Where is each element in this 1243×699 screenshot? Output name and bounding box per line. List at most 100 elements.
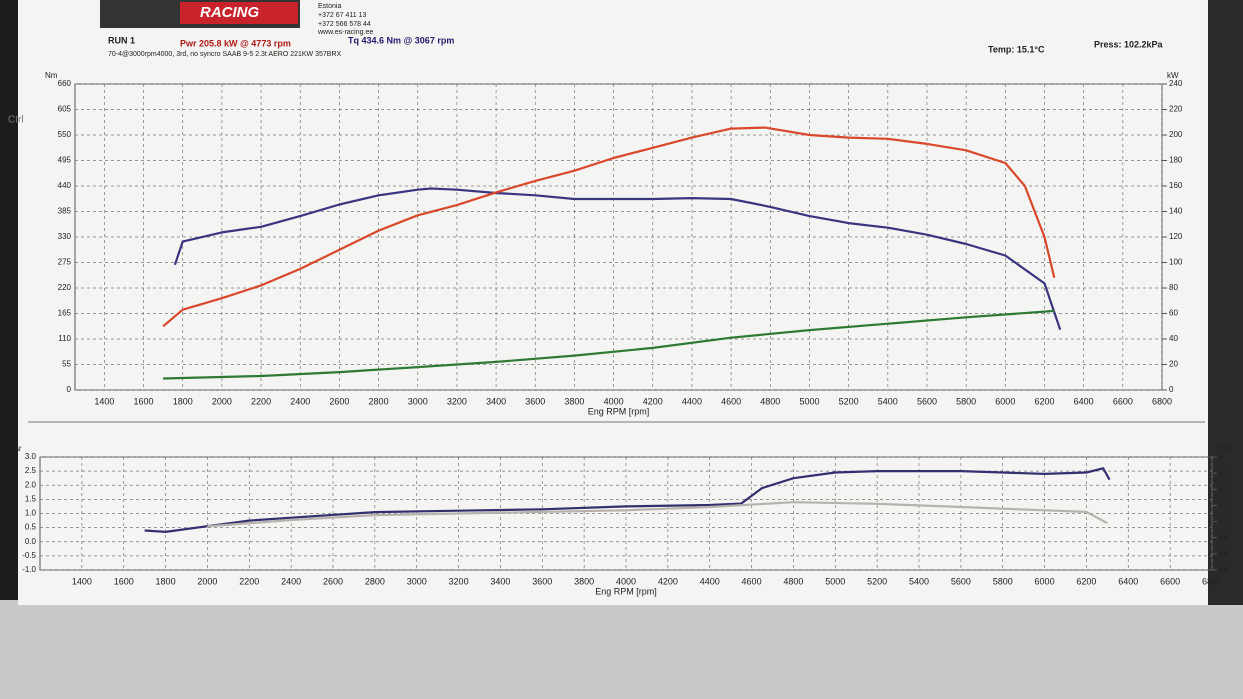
- x-tick-label: 2000: [197, 576, 217, 586]
- x-tick-label: 6800: [1202, 576, 1222, 586]
- x-tick-label: 3200: [447, 396, 467, 406]
- x-tick-label: 3400: [486, 396, 506, 406]
- y-tick-label: 440: [58, 181, 72, 190]
- x-tick-label: 3600: [532, 576, 552, 586]
- x-tick-label: 2000: [212, 396, 232, 406]
- y2-tick-label: 220: [1169, 105, 1183, 114]
- y2-tick-label: 9: [1219, 452, 1224, 461]
- x-tick-label: 5800: [956, 396, 976, 406]
- x-tick-label: 3400: [490, 576, 510, 586]
- run-label: RUN 1: [108, 35, 135, 45]
- x-tick-label: 2400: [290, 396, 310, 406]
- y2-tick-label: 160: [1169, 181, 1183, 190]
- y2-tick-label: 80: [1169, 283, 1178, 292]
- x-tick-label: 5600: [951, 576, 971, 586]
- y-tick-label: 330: [58, 232, 72, 241]
- y2-tick-label: 14: [1219, 533, 1228, 542]
- y-tick-label: 110: [58, 334, 71, 343]
- peak-torque: Tq 434.6 Nm @ 3067 rpm: [348, 35, 454, 45]
- x-tick-label: 1400: [94, 396, 114, 406]
- run-description: 70-4@3000rpm4000, 3rd, no syncro SAAB 9-…: [108, 51, 342, 58]
- y-tick-label: 2.0: [25, 480, 37, 489]
- y2-tick-label: 40: [1169, 334, 1178, 343]
- x-tick-label: 6200: [1034, 396, 1054, 406]
- x-axis-label: Eng RPM [rpm]: [595, 586, 657, 596]
- x-tick-label: 5000: [825, 576, 845, 586]
- x-tick-label: 2800: [369, 396, 389, 406]
- x-tick-label: 4800: [760, 396, 780, 406]
- series-line: [144, 467, 1111, 533]
- y-tick-label: 0.5: [25, 523, 37, 532]
- y-tick-label: 495: [58, 156, 72, 165]
- y2-tick-label: 240: [1169, 79, 1183, 88]
- x-tick-label: 4200: [658, 576, 678, 586]
- key-label: Ctrl: [8, 115, 24, 126]
- y2-tick-label: 10: [1219, 468, 1228, 477]
- y-tick-label: 660: [58, 79, 72, 88]
- x-tick-label: 3000: [407, 576, 427, 586]
- pressure: Press: 102.2kPa: [1094, 39, 1164, 49]
- temperature: Temp: 15.1°C: [988, 44, 1045, 54]
- x-tick-label: 2600: [329, 396, 349, 406]
- phone: +372 566 578 44: [318, 21, 371, 28]
- y2-tick-label: 140: [1169, 207, 1183, 216]
- x-tick-label: 1800: [173, 396, 193, 406]
- y2-tick-label: 15: [1219, 549, 1228, 558]
- y-tick-label: 55: [62, 360, 71, 369]
- x-tick-label: 6800: [1152, 396, 1172, 406]
- y2-tick-label: 200: [1169, 130, 1183, 139]
- x-tick-label: 5000: [799, 396, 819, 406]
- y2-tick-label: 180: [1169, 156, 1183, 165]
- x-tick-label: 5200: [867, 576, 887, 586]
- table-surface: [0, 600, 1243, 699]
- x-tick-label: 3800: [564, 396, 584, 406]
- x-tick-label: 4400: [700, 576, 720, 586]
- x-tick-label: 6600: [1113, 396, 1133, 406]
- y2-tick-label: 60: [1169, 309, 1178, 318]
- y2-tick-label: 20: [1169, 360, 1178, 369]
- x-tick-label: 4800: [783, 576, 803, 586]
- y2-tick-label: 11: [1219, 484, 1228, 493]
- y-tick-label: 275: [58, 258, 72, 267]
- series-line: [162, 126, 1056, 328]
- x-tick-label: 3600: [525, 396, 545, 406]
- y-axis-label: Nm: [45, 71, 58, 80]
- x-tick-label: 6400: [1118, 576, 1138, 586]
- x-tick-label: 1600: [114, 576, 134, 586]
- y-tick-label: 605: [58, 105, 72, 114]
- x-tick-label: 4000: [616, 576, 636, 586]
- series-line: [173, 187, 1062, 331]
- x-tick-label: 6000: [1035, 576, 1055, 586]
- x-tick-label: 3800: [574, 576, 594, 586]
- x-tick-label: 6400: [1074, 396, 1094, 406]
- x-tick-label: 1800: [156, 576, 176, 586]
- y-tick-label: 2.5: [25, 466, 37, 475]
- y-tick-label: 550: [58, 130, 72, 139]
- y-tick-label: 165: [58, 309, 72, 318]
- x-tick-label: 6600: [1160, 576, 1180, 586]
- x-tick-label: 5400: [909, 576, 929, 586]
- x-tick-label: 2200: [251, 396, 271, 406]
- phone: +372 67 411 13: [318, 12, 366, 19]
- x-tick-label: 4200: [643, 396, 663, 406]
- y2-axis-label: kW: [1167, 71, 1179, 80]
- x-tick-label: 5600: [917, 396, 937, 406]
- y-tick-label: 0.0: [25, 537, 37, 546]
- x-tick-label: 2200: [239, 576, 259, 586]
- x-tick-label: 2600: [323, 576, 343, 586]
- x-tick-label: 5200: [839, 396, 859, 406]
- x-tick-label: 4000: [604, 396, 624, 406]
- y-axis-label: bar: [10, 444, 22, 453]
- x-tick-label: 1400: [72, 576, 92, 586]
- x-tick-label: 3200: [449, 576, 469, 586]
- x-tick-label: 2800: [365, 576, 385, 586]
- brand: RACING: [200, 4, 259, 21]
- y2-tick-label: 13: [1219, 517, 1228, 526]
- logo-band: [180, 2, 298, 24]
- y-tick-label: 1.5: [25, 494, 37, 503]
- x-tick-label: 4600: [721, 396, 741, 406]
- x-tick-label: 6000: [995, 396, 1015, 406]
- keyboard-edge: [1208, 0, 1243, 605]
- x-tick-label: 5400: [878, 396, 898, 406]
